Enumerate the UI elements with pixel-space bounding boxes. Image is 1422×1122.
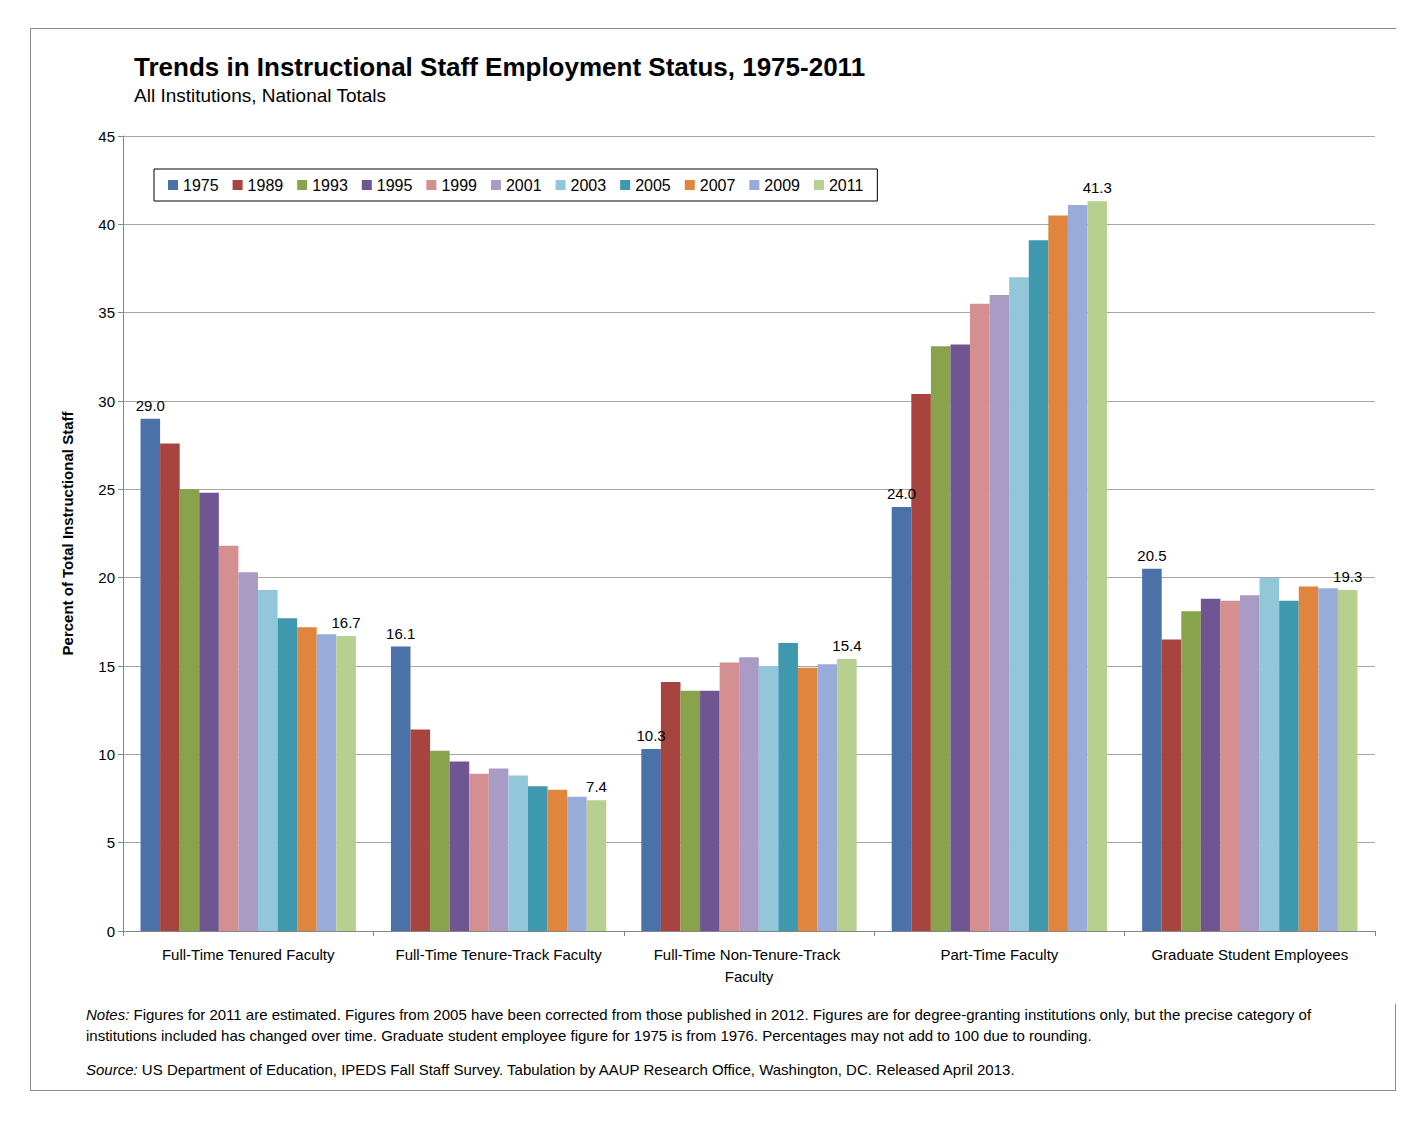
svg-text:5: 5 — [107, 834, 115, 851]
svg-text:Full-Time Tenured Faculty: Full-Time Tenured Faculty — [162, 946, 335, 963]
html-text:Source: US Department of Educa: Source: US Department of Education, IPED… — [86, 1061, 1015, 1078]
svg-text:Part-Time Faculty: Part-Time Faculty — [941, 946, 1059, 963]
svg-text:2007: 2007 — [700, 177, 736, 194]
svg-text:1975: 1975 — [183, 177, 219, 194]
svg-text:1995: 1995 — [377, 177, 413, 194]
svg-text:All Institutions, National Tot: All Institutions, National Totals — [134, 85, 386, 106]
svg-text:35: 35 — [98, 304, 115, 321]
svg-text:Faculty: Faculty — [725, 968, 774, 985]
svg-text:2001: 2001 — [506, 177, 542, 194]
svg-text:15: 15 — [98, 658, 115, 675]
svg-text:Trends in Instructional Staff: Trends in Instructional Staff Employment… — [134, 52, 865, 82]
svg-text:20.5: 20.5 — [1137, 547, 1166, 564]
svg-text:2011: 2011 — [829, 177, 864, 194]
svg-text:7.4: 7.4 — [586, 778, 607, 795]
svg-text:10: 10 — [98, 746, 115, 763]
svg-text:2009: 2009 — [764, 177, 800, 194]
svg-text:1999: 1999 — [441, 177, 477, 194]
html-text:Notes: Figures for 2011 are es: Notes: Figures for 2011 are estimated. F… — [86, 1006, 1312, 1044]
svg-text:1993: 1993 — [312, 177, 348, 194]
svg-text:10.3: 10.3 — [637, 727, 666, 744]
svg-text:41.3: 41.3 — [1083, 179, 1112, 196]
svg-text:Percent of Total Instructional: Percent of Total Instructional Staff — [59, 411, 76, 656]
svg-text:1989: 1989 — [248, 177, 284, 194]
svg-text:19.3: 19.3 — [1333, 568, 1362, 585]
svg-text:30: 30 — [98, 393, 115, 410]
svg-text:Full-Time Non-Tenure-Track: Full-Time Non-Tenure-Track — [654, 946, 845, 963]
svg-text:24.0: 24.0 — [887, 485, 916, 502]
svg-text:16.7: 16.7 — [331, 614, 360, 631]
svg-text:16.1: 16.1 — [386, 625, 415, 642]
svg-text:Graduate Student Employees: Graduate Student Employees — [1151, 946, 1348, 963]
svg-text:2003: 2003 — [571, 177, 607, 194]
svg-text:0: 0 — [107, 923, 115, 940]
svg-text:20: 20 — [98, 569, 115, 586]
svg-text:45: 45 — [98, 128, 115, 145]
svg-text:40: 40 — [98, 216, 115, 233]
svg-text:Full-Time Tenure-Track Faculty: Full-Time Tenure-Track Faculty — [396, 946, 603, 963]
svg-text:25: 25 — [98, 481, 115, 498]
svg-text:15.4: 15.4 — [832, 637, 861, 654]
svg-text:29.0: 29.0 — [136, 397, 165, 414]
svg-text:2005: 2005 — [635, 177, 671, 194]
